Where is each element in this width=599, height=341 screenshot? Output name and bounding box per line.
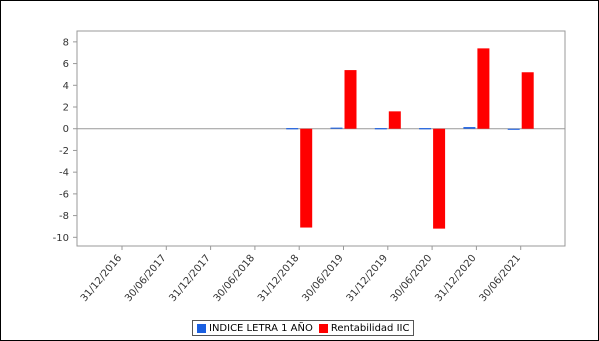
- x-tick-label: 31/12/2019: [345, 253, 390, 304]
- y-tick-label: 0: [63, 124, 69, 135]
- x-tick-label: 30/06/2021: [478, 253, 523, 304]
- bar-indice: [463, 127, 476, 129]
- x-tick-label: 31/12/2018: [256, 253, 301, 304]
- bar-rentabilidad: [521, 72, 534, 129]
- x-tick-label: 30/06/2019: [300, 253, 345, 304]
- y-axis: 8 6 4 2 0 -2 -4 -6 -8 -10: [53, 37, 77, 244]
- legend-swatch-indice: [197, 323, 206, 333]
- y-tick-label: -10: [53, 233, 69, 244]
- bar-rentabilidad: [433, 128, 446, 229]
- legend-item-rentabilidad: Rentabilidad IIC: [318, 322, 410, 334]
- x-tick-label: 31/12/2016: [79, 253, 124, 304]
- plot-area: [76, 30, 566, 247]
- legend-item-indice: INDICE LETRA 1 AÑO: [197, 323, 313, 334]
- bar-rentabilidad: [344, 70, 357, 129]
- y-tick-label: -2: [59, 146, 69, 157]
- bar-indice: [330, 127, 343, 129]
- bar-indice: [507, 128, 520, 130]
- x-tick-label: 31/12/2017: [167, 253, 212, 304]
- legend: INDICE LETRA 1 AÑO Rentabilidad IIC: [192, 320, 415, 336]
- y-tick-label: -4: [59, 168, 69, 179]
- y-tick-label: 2: [63, 103, 69, 114]
- y-tick-label: 4: [63, 81, 69, 92]
- bar-indice: [419, 128, 432, 130]
- bars: [286, 48, 534, 229]
- y-tick-label: -8: [59, 211, 69, 222]
- bar-rentabilidad: [477, 48, 490, 129]
- x-tick-label: 31/12/2020: [433, 253, 478, 304]
- x-tick-label: 30/06/2017: [123, 253, 168, 304]
- legend-label-rentabilidad: Rentabilidad IIC: [330, 322, 410, 334]
- y-tick-label: -6: [59, 189, 69, 200]
- legend-label-indice: INDICE LETRA 1 AÑO: [209, 322, 313, 334]
- x-axis: 31/12/201630/06/201731/12/201730/06/2018…: [79, 246, 523, 304]
- x-tick-label: 30/06/2018: [212, 253, 257, 304]
- bar-rentabilidad: [388, 111, 401, 129]
- x-tick-label: 30/06/2020: [389, 253, 434, 304]
- bar-indice: [374, 128, 387, 130]
- bar-indice: [286, 128, 299, 130]
- bar-rentabilidad: [300, 128, 313, 228]
- y-tick-label: 6: [63, 59, 69, 70]
- legend-swatch-rentabilidad: [318, 323, 328, 333]
- y-tick-label: 8: [63, 37, 69, 48]
